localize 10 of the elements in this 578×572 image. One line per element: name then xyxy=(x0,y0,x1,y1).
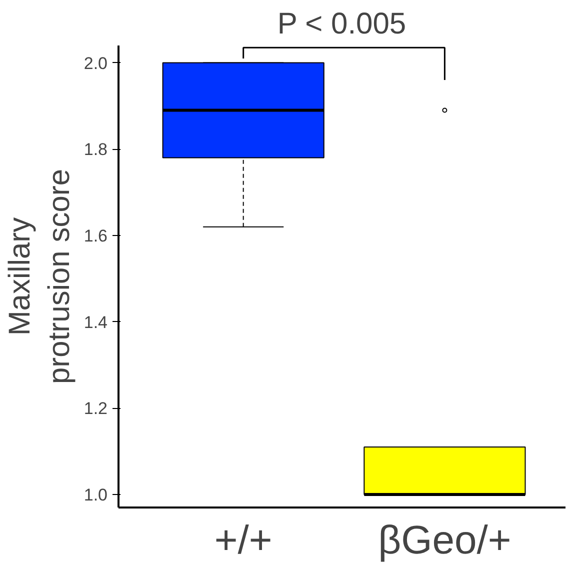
y-tick-label: 1.2 xyxy=(84,399,108,418)
y-tick-label: 1.4 xyxy=(84,312,108,332)
y-tick-label: 1.0 xyxy=(84,486,108,505)
y-tick-label: 2.0 xyxy=(84,54,108,73)
y-tick-label: 1.8 xyxy=(84,140,108,160)
x-tick-label: βGeo/+ xyxy=(378,518,512,562)
y-tick-label: 1.6 xyxy=(84,226,108,246)
y-axis-title: Maxillary protrusion score xyxy=(3,168,76,384)
text: P < 0.005 xyxy=(277,8,406,40)
x-tick-label: +/+ xyxy=(214,518,272,562)
